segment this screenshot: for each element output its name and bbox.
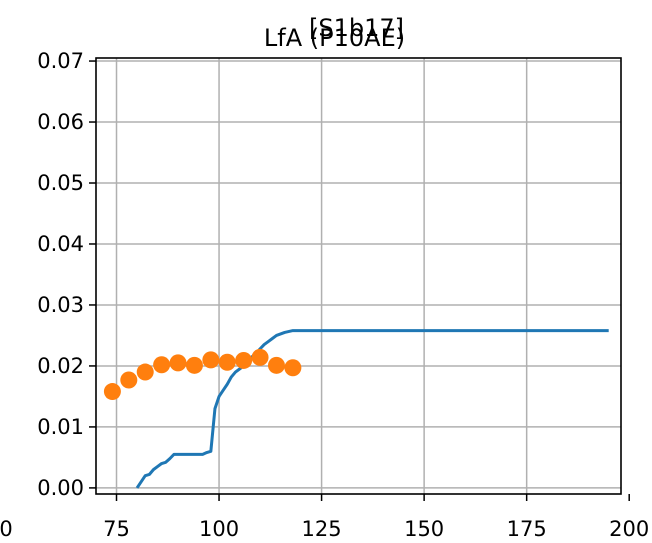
y-tick-label: 0.01: [37, 415, 84, 439]
scatter-point: [153, 356, 171, 374]
scatter-point: [235, 351, 253, 369]
series-layer: [103, 329, 609, 489]
scatter-point: [185, 356, 203, 374]
y-tick-label: 0.00: [37, 476, 84, 500]
scatter-point: [202, 351, 220, 369]
scatter-point: [136, 363, 154, 381]
title-line-1: [S1b17]: [309, 14, 404, 42]
y-tick-label: 0.06: [37, 110, 84, 134]
scatter-point: [103, 383, 121, 401]
x-tick-label: 100: [199, 517, 239, 541]
scatter-point: [218, 353, 236, 371]
scatter-point: [120, 371, 138, 389]
y-tick-label: 0.02: [37, 354, 84, 378]
axes: [95, 57, 622, 495]
plot-frame: [95, 57, 622, 495]
chart-title: [S1b17]LfA (P10AE): [264, 14, 405, 52]
y-tick-label: 0.04: [37, 232, 84, 256]
x-tick-label: 125: [302, 517, 342, 541]
y-tick-label: 0.03: [37, 293, 84, 317]
ticks: 75 100 125 150 175 200 0 0.00 0.01 0.02 0.03 0.04 0.…: [0, 49, 649, 541]
y-tick-label: 0.07: [37, 49, 84, 73]
x-tick-label-cut: 0: [0, 517, 13, 541]
y-tick-label: 0.05: [37, 171, 84, 195]
title-line-2: LfA (P10AE): [264, 24, 405, 52]
x-tick-label: 75: [103, 517, 130, 541]
scatter-point: [284, 359, 302, 377]
scatter-point: [267, 356, 285, 374]
scatter-point: [169, 354, 187, 372]
series-line: [135, 329, 609, 489]
x-tick-label: 150: [404, 517, 444, 541]
x-tick-label: 175: [507, 517, 547, 541]
grid-lines: [96, 58, 621, 494]
scatter-point: [251, 348, 269, 366]
x-tick-label: 200: [609, 517, 649, 541]
